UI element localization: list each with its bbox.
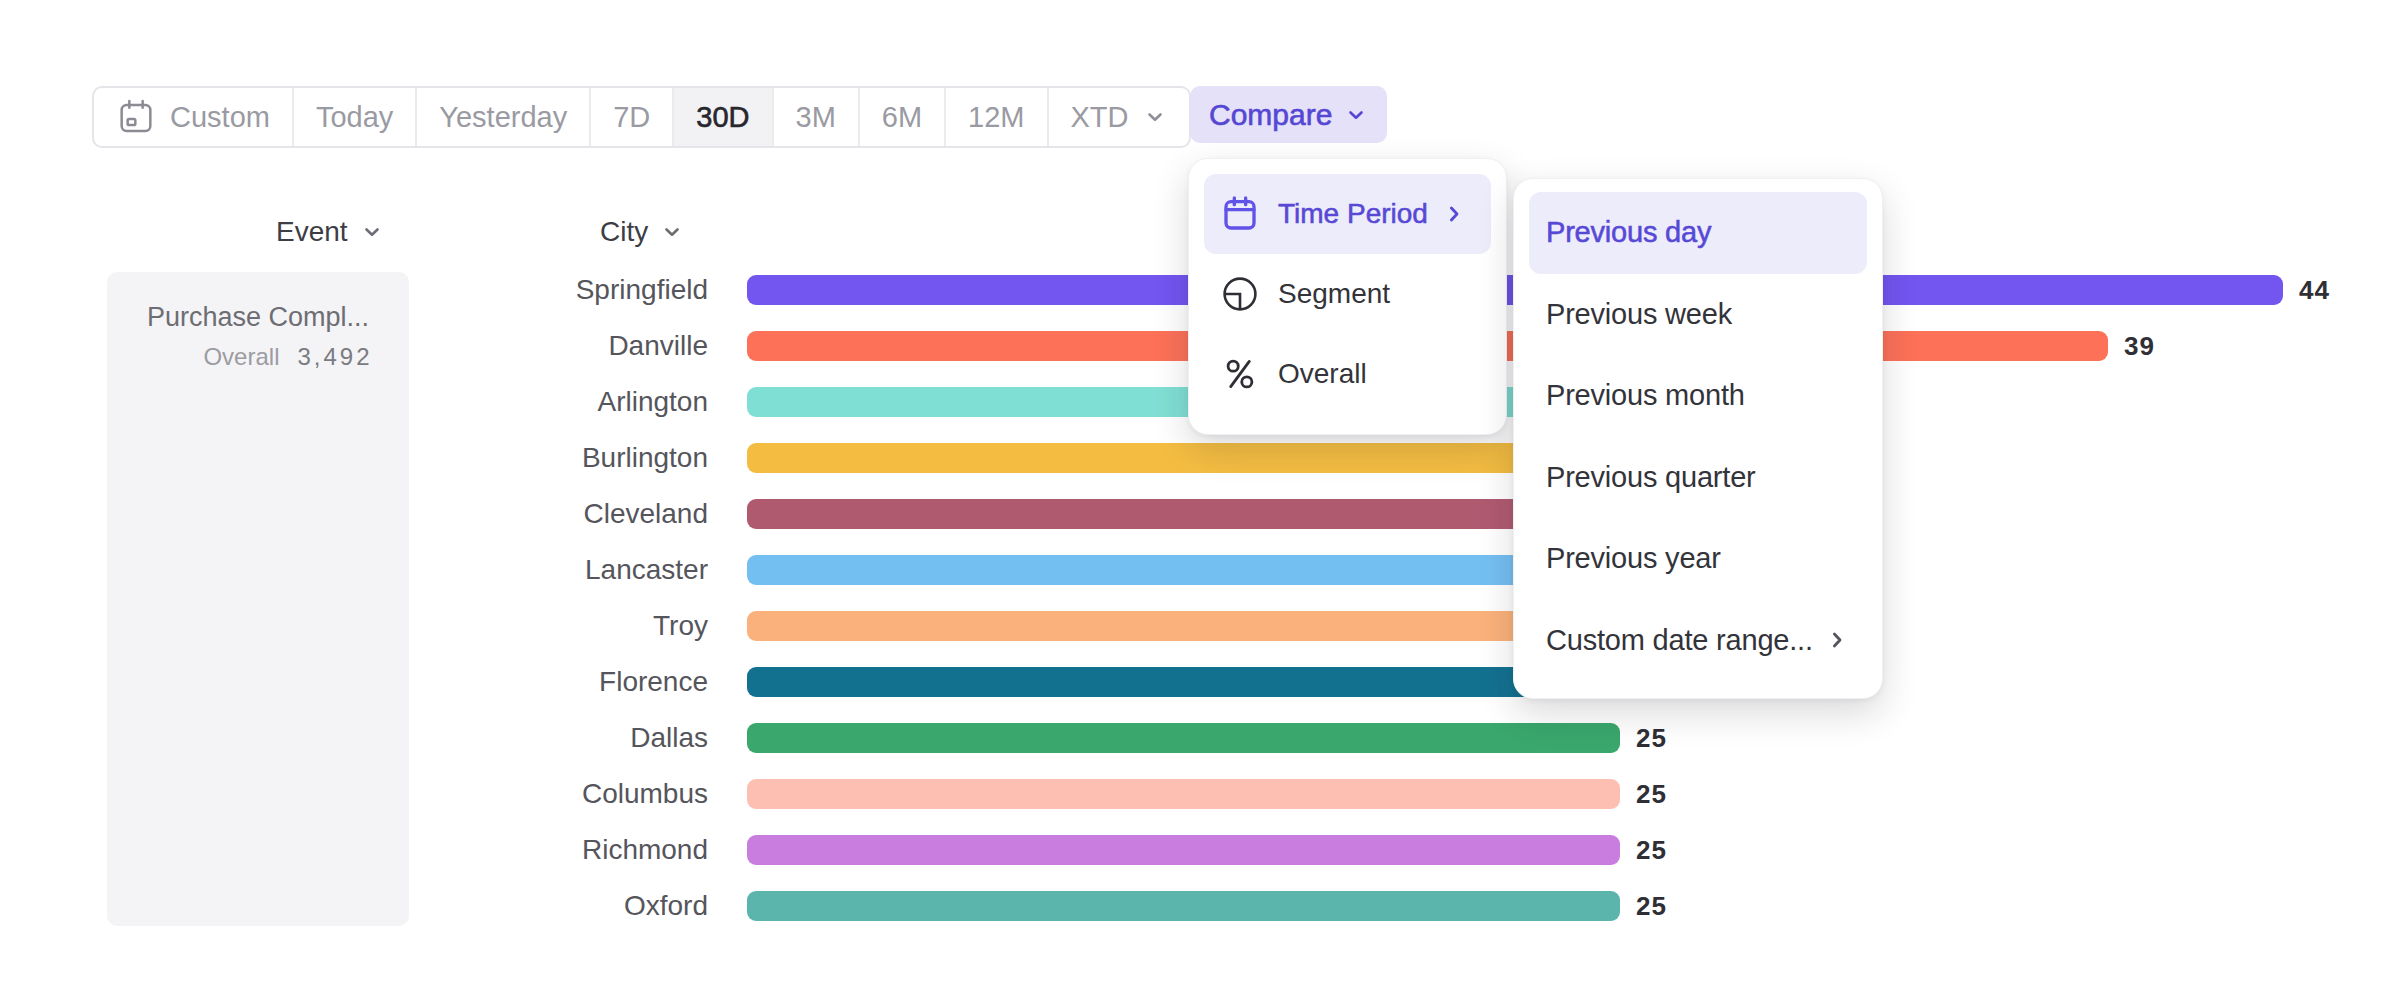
bar-row-troy: Troy	[0, 611, 2394, 641]
date-range-7d[interactable]: 7D	[591, 88, 674, 146]
compare-dropdown-menu: Time Period Segment Overall	[1188, 158, 1507, 435]
date-range-6m[interactable]: 6M	[860, 88, 946, 146]
date-range-today[interactable]: Today	[294, 88, 417, 146]
city-label: Columbus	[0, 779, 708, 809]
menu-item-label: Previous quarter	[1546, 461, 1756, 494]
event-column-label: Event	[276, 216, 348, 248]
bar-segment[interactable]	[747, 723, 1620, 753]
segment-icon	[1219, 273, 1261, 315]
city-column-header[interactable]: City	[600, 212, 684, 252]
date-range-label: 7D	[613, 101, 650, 134]
date-range-label: 6M	[882, 101, 922, 134]
bar-value: 25	[1636, 723, 1667, 754]
bar-row-richmond: Richmond 25	[0, 835, 2394, 865]
menu-item-custom-date-range[interactable]: Custom date range...	[1529, 600, 1867, 682]
chevron-down-icon	[1143, 105, 1167, 129]
date-range-label: 30D	[696, 101, 749, 134]
menu-item-overall[interactable]: Overall	[1204, 334, 1491, 414]
compare-button[interactable]: Compare	[1190, 86, 1387, 143]
date-range-label: Yesterday	[439, 101, 567, 134]
bar-row-lancaster: Lancaster	[0, 555, 2394, 585]
menu-item-label: Previous month	[1546, 379, 1745, 412]
chevron-down-icon	[360, 220, 384, 244]
chevron-down-icon	[1344, 103, 1368, 127]
calendar-icon	[116, 97, 156, 137]
bar-value: 25	[1636, 779, 1667, 810]
menu-item-previous-year[interactable]: Previous year	[1529, 518, 1867, 600]
date-range-label: Custom	[170, 101, 270, 134]
city-label: Cleveland	[0, 499, 708, 529]
bar-row-oxford: Oxford 25	[0, 891, 2394, 921]
chevron-right-icon	[1824, 627, 1850, 653]
bar-value: 25	[1636, 835, 1667, 866]
bar-value: 44	[2299, 275, 2330, 306]
bar-row-dallas: Dallas 25	[0, 723, 2394, 753]
city-label: Dallas	[0, 723, 708, 753]
date-range-xtd[interactable]: XTD	[1049, 88, 1189, 146]
menu-item-previous-day[interactable]: Previous day	[1529, 192, 1867, 274]
menu-item-label: Segment	[1278, 278, 1390, 310]
time-period-submenu: Previous day Previous week Previous month P…	[1513, 178, 1883, 699]
chevron-right-icon	[1441, 201, 1467, 227]
date-range-label: 12M	[968, 101, 1024, 134]
calendar-icon	[1219, 193, 1261, 235]
event-panel[interactable]: Purchase Compl... Overall 3,492	[107, 272, 409, 926]
date-range-label: Today	[316, 101, 393, 134]
menu-item-time-period[interactable]: Time Period	[1204, 174, 1491, 254]
menu-item-label: Overall	[1278, 358, 1367, 390]
menu-item-segment[interactable]: Segment	[1204, 254, 1491, 334]
city-label: Troy	[0, 611, 708, 641]
bar-row-cleveland: Cleveland	[0, 499, 2394, 529]
menu-item-previous-month[interactable]: Previous month	[1529, 355, 1867, 437]
menu-item-label: Previous week	[1546, 298, 1732, 331]
bar-segment[interactable]	[747, 891, 1620, 921]
menu-item-previous-quarter[interactable]: Previous quarter	[1529, 437, 1867, 519]
date-range-toolbar: Custom Today Yesterday 7D 30D 3M 6M 12M XTD	[92, 86, 1191, 148]
bar-row-burlington: Burlington	[0, 443, 2394, 473]
date-range-label: XTD	[1071, 101, 1129, 134]
date-range-yesterday[interactable]: Yesterday	[417, 88, 591, 146]
date-range-custom[interactable]: Custom	[94, 88, 294, 146]
city-label: Oxford	[0, 891, 708, 921]
city-label: Burlington	[0, 443, 708, 473]
city-label: Richmond	[0, 835, 708, 865]
compare-button-label: Compare	[1209, 98, 1332, 132]
city-label: Springfield	[0, 275, 708, 305]
insights-report-page: Custom Today Yesterday 7D 30D 3M 6M 12M XTD Comp…	[0, 0, 2394, 1004]
menu-item-label: Previous day	[1546, 216, 1711, 249]
bar-row-columbus: Columbus 25	[0, 779, 2394, 809]
bar-row-florence: Florence	[0, 667, 2394, 697]
percent-icon	[1219, 353, 1261, 395]
menu-item-previous-week[interactable]: Previous week	[1529, 274, 1867, 356]
event-column-header[interactable]: Event	[276, 212, 384, 252]
city-label: Florence	[0, 667, 708, 697]
menu-item-label: Time Period	[1278, 198, 1428, 230]
city-label: Arlington	[0, 387, 708, 417]
chevron-down-icon	[660, 220, 684, 244]
city-label: Danville	[0, 331, 708, 361]
bar-value: 39	[2124, 331, 2155, 362]
bar-segment[interactable]	[747, 835, 1620, 865]
menu-item-label: Previous year	[1546, 542, 1721, 575]
event-name: Purchase Compl...	[107, 302, 409, 333]
date-range-3m[interactable]: 3M	[774, 88, 860, 146]
date-range-12m[interactable]: 12M	[946, 88, 1048, 146]
bar-value: 25	[1636, 891, 1667, 922]
bar-segment[interactable]	[747, 779, 1620, 809]
city-column-label: City	[600, 216, 648, 248]
date-range-30d[interactable]: 30D	[674, 88, 773, 146]
date-range-label: 3M	[796, 101, 836, 134]
city-label: Lancaster	[0, 555, 708, 585]
menu-item-label: Custom date range...	[1546, 624, 1813, 657]
